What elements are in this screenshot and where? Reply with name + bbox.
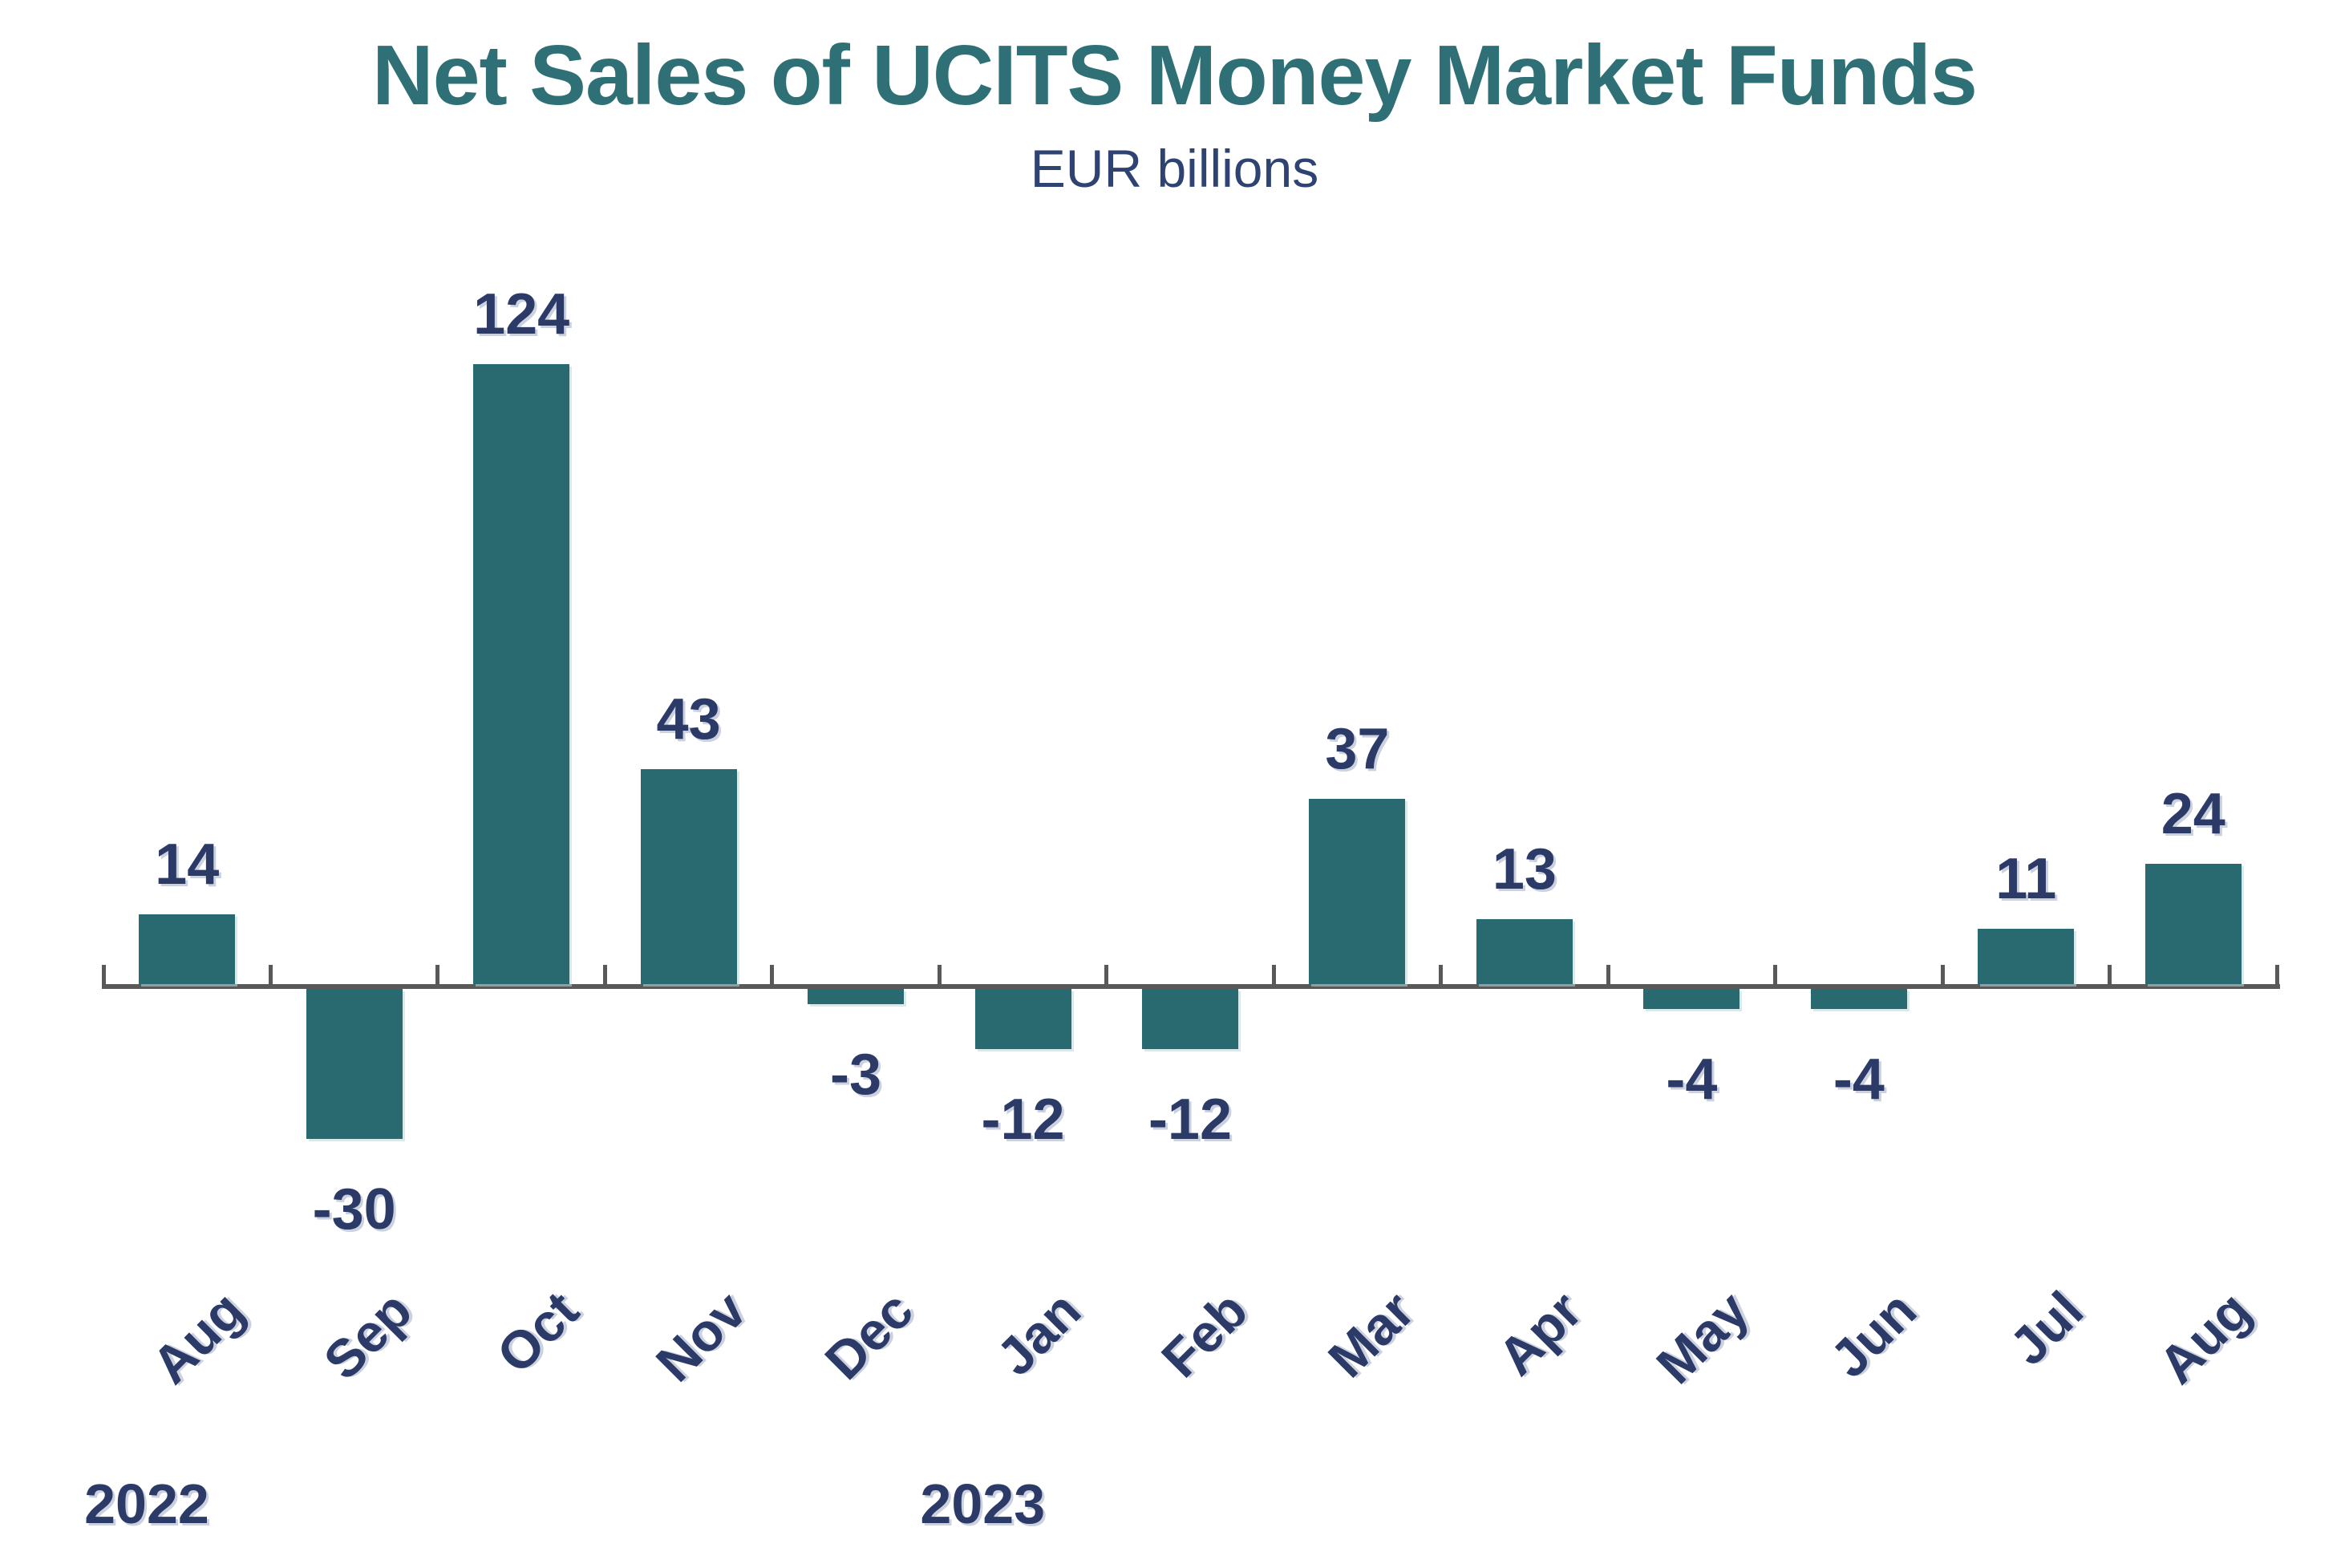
month-label-oct-2: Oct	[485, 1279, 590, 1385]
year-label-2023: 2023	[920, 1473, 1046, 1535]
x-axis-tick	[268, 965, 273, 984]
x-axis-tick	[101, 965, 106, 984]
bar-jan-5	[974, 989, 1071, 1049]
month-label-jul-11: Jul	[1998, 1279, 2095, 1376]
month-label-dec-4: Dec	[813, 1279, 925, 1391]
month-label-nov-3: Nov	[644, 1279, 757, 1393]
month-label-aug-0: Aug	[140, 1279, 256, 1395]
x-axis-tick	[937, 965, 942, 984]
x-axis-tick	[1271, 965, 1276, 984]
x-axis-tick	[1773, 965, 1778, 984]
bar-oct-2	[473, 364, 570, 984]
value-label-aug-12: 24	[2161, 782, 2225, 847]
value-label-may-9: -4	[1666, 1047, 1718, 1112]
x-axis-tick	[1439, 965, 1444, 984]
chart-title: Net Sales of UCITS Money Market Funds	[372, 28, 1978, 123]
value-label-nov-3: 43	[656, 687, 721, 752]
bar-mar-7	[1309, 799, 1406, 984]
x-axis-line	[102, 984, 2280, 989]
value-label-dec-4: -3	[830, 1042, 882, 1107]
x-axis-tick	[2108, 965, 2112, 984]
value-label-oct-2: 124	[473, 282, 570, 347]
value-label-sep-1: -30	[312, 1177, 396, 1242]
month-label-feb-6: Feb	[1149, 1279, 1259, 1389]
value-label-apr-8: 13	[1492, 837, 1557, 901]
month-label-aug-12: Aug	[2146, 1279, 2262, 1395]
x-axis-tick	[1104, 965, 1109, 984]
x-axis-tick	[602, 965, 607, 984]
x-axis-tick	[2274, 965, 2279, 984]
month-label-jun-10: Jun	[1818, 1279, 1928, 1389]
bar-apr-8	[1476, 919, 1573, 984]
bar-jun-10	[1810, 989, 1907, 1009]
bar-aug-0	[139, 914, 236, 984]
x-axis-tick	[1940, 965, 1945, 984]
value-label-mar-7: 37	[1325, 717, 1390, 782]
bar-feb-6	[1142, 989, 1238, 1049]
month-label-mar-7: Mar	[1317, 1279, 1426, 1389]
value-label-jan-5: -12	[981, 1087, 1065, 1152]
chart-subtitle: EUR billions	[1030, 139, 1319, 198]
year-label-2022: 2022	[84, 1473, 209, 1535]
x-axis-tick	[1606, 965, 1610, 984]
value-label-feb-6: -12	[1148, 1087, 1233, 1152]
bar-may-9	[1643, 989, 1740, 1009]
value-label-aug-0: 14	[155, 832, 220, 897]
bar-aug-12	[2144, 864, 2242, 984]
x-axis-tick	[770, 965, 775, 984]
bar-dec-4	[808, 989, 905, 1004]
month-label-sep-1: Sep	[311, 1279, 423, 1391]
bar-sep-1	[306, 989, 403, 1139]
value-label-jun-10: -4	[1833, 1047, 1885, 1112]
value-label-jul-11: 11	[1995, 847, 2057, 912]
month-label-jan-5: Jan	[984, 1279, 1091, 1387]
x-axis-tick	[435, 965, 440, 984]
bar-jul-11	[1978, 929, 2075, 984]
month-label-apr-8: Apr	[1486, 1279, 1594, 1387]
month-label-may-9: May	[1645, 1279, 1760, 1395]
bar-nov-3	[640, 769, 737, 984]
